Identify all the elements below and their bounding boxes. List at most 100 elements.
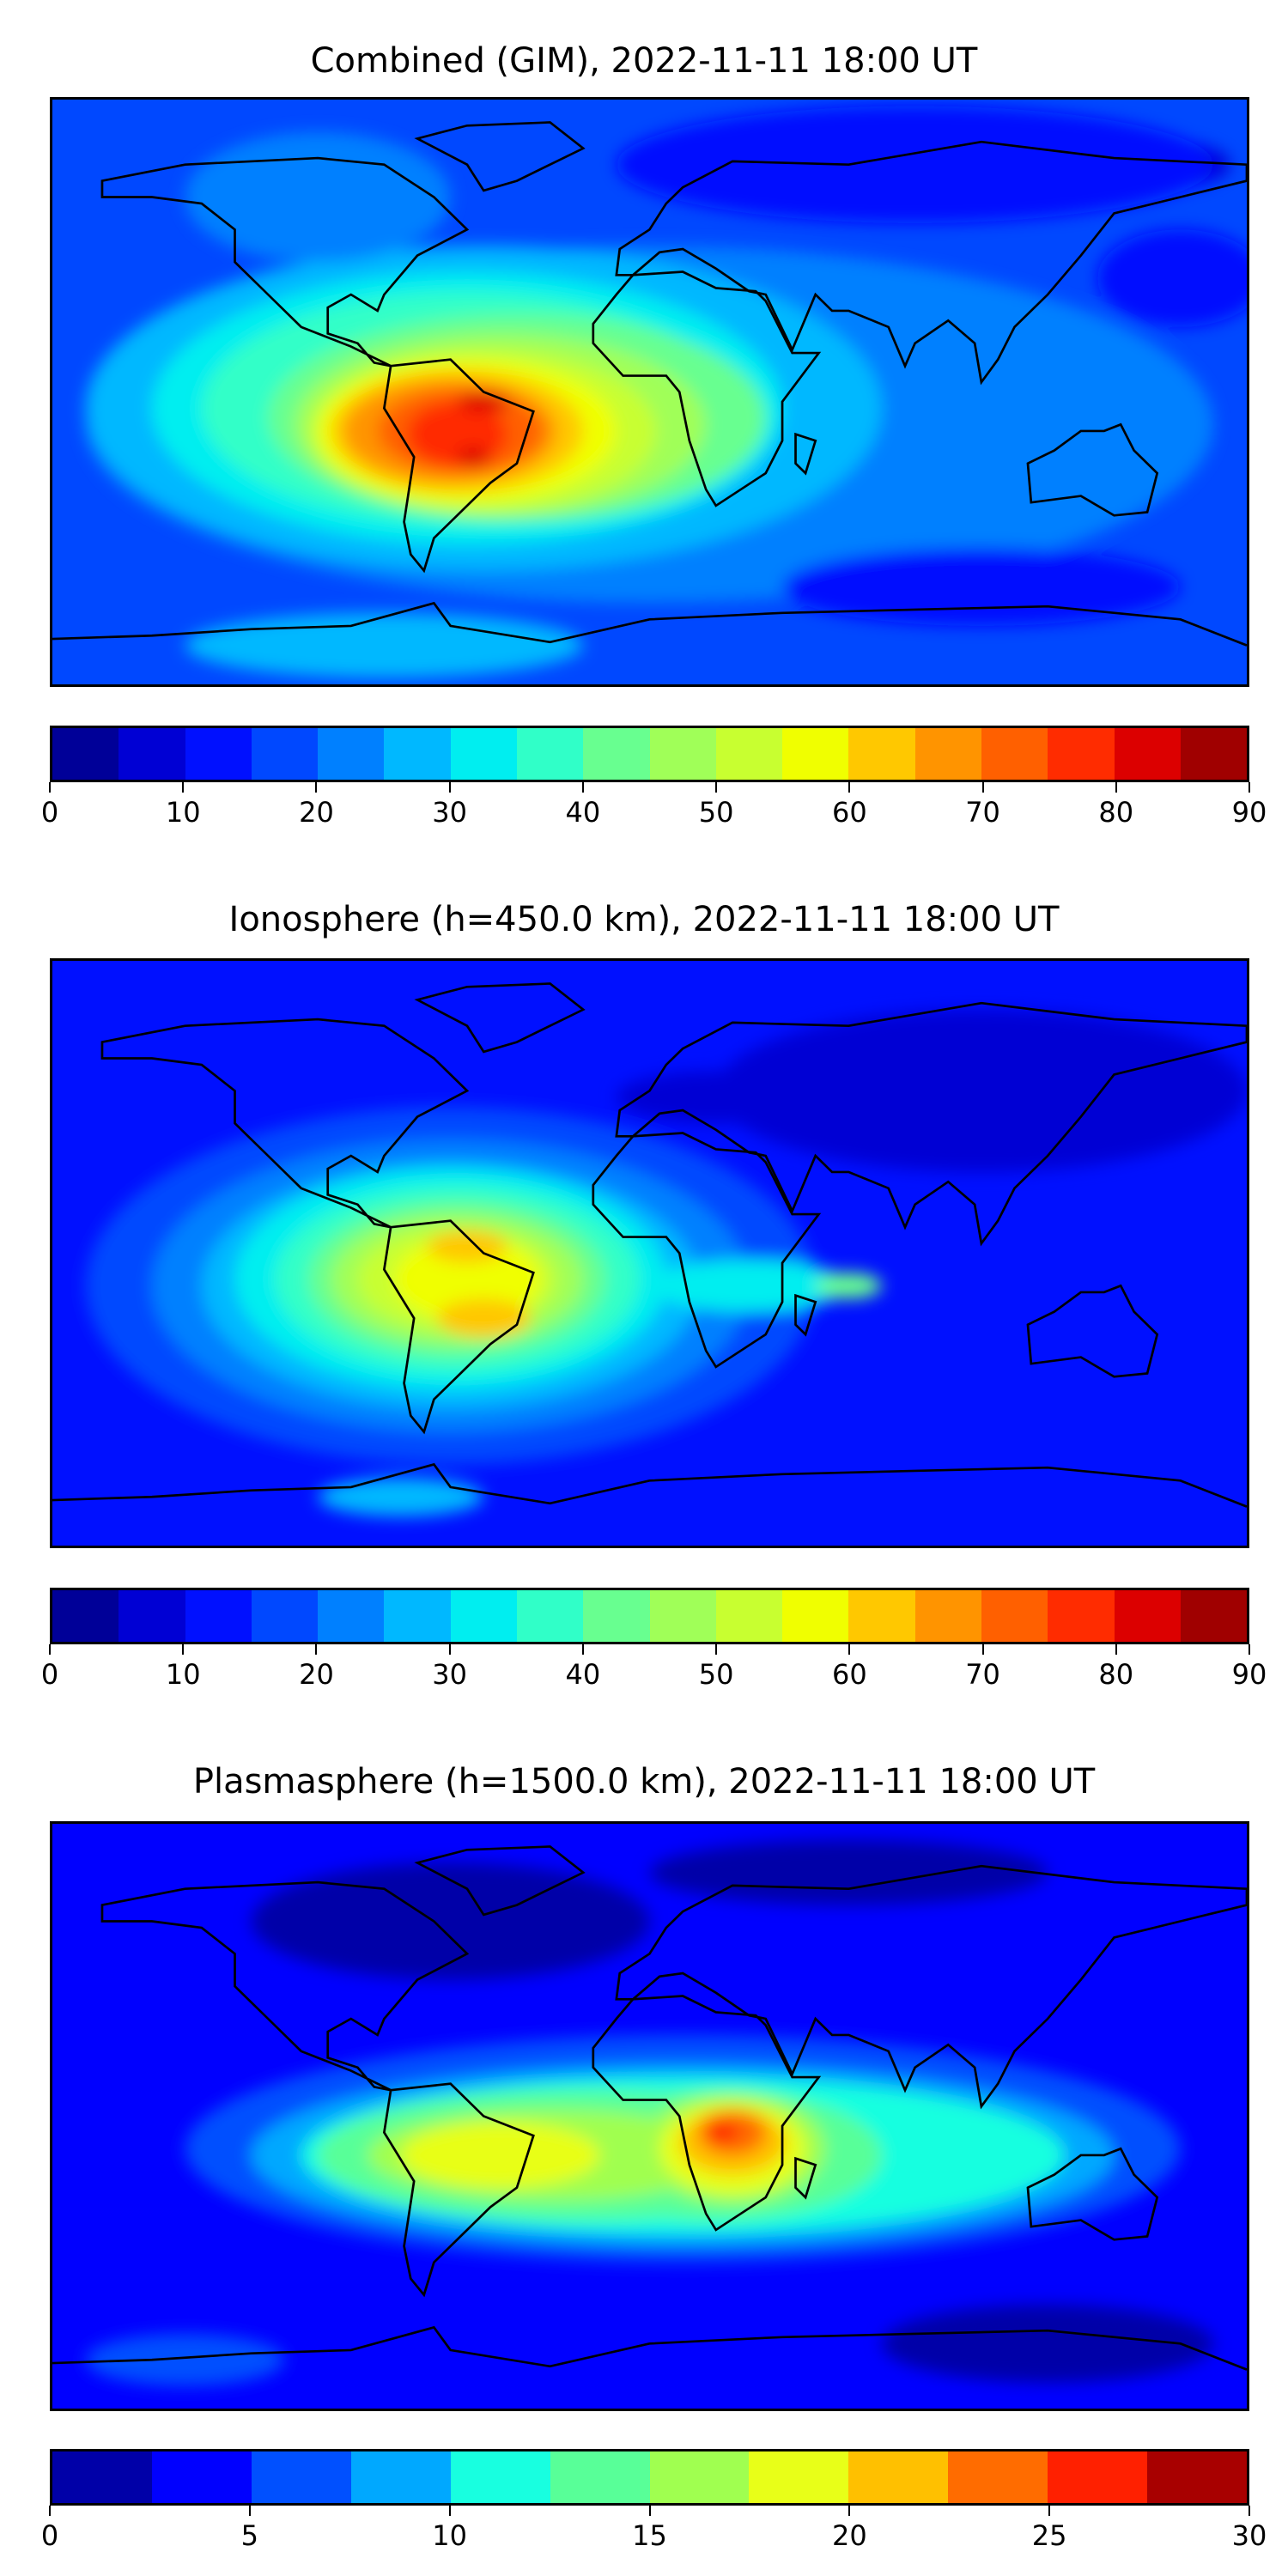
contour-level (616, 1071, 816, 1124)
colorbar-segment (251, 728, 319, 780)
tick-label: 10 (165, 1658, 201, 1691)
chart-title: Plasmasphere (h=1500.0 km), 2022-11-11 1… (192, 1762, 1096, 1801)
colorbar-segment (848, 2451, 949, 2503)
tick-label: 20 (299, 796, 334, 829)
colorbar-segment (1180, 1590, 1248, 1642)
tick-label: 50 (698, 796, 734, 829)
coastline-af (592, 1995, 822, 2232)
tick-label: 20 (831, 2519, 867, 2552)
tick-mark (448, 2506, 451, 2516)
colorbar-segment (1114, 728, 1181, 780)
coastline-af (592, 1132, 822, 1369)
tick-label: 5 (240, 2519, 259, 2552)
coastline-mg (794, 2156, 817, 2200)
colorbar-segment (649, 728, 716, 780)
contour-level (782, 548, 1181, 626)
coastline-na (100, 1880, 470, 2092)
tick-label: 90 (1231, 796, 1267, 829)
colorbar-segment (516, 728, 584, 780)
map-plasmasphere (50, 1821, 1249, 2411)
tick-label: 80 (1098, 1658, 1134, 1691)
tick-label: 0 (40, 1658, 59, 1691)
colorbar-segment (185, 728, 252, 780)
colorbar-segment (782, 1590, 849, 1642)
tick-mark (981, 1644, 984, 1655)
colorbar-segment (384, 728, 451, 780)
tick-mark (715, 782, 718, 793)
tick-label: 50 (698, 1658, 734, 1691)
tick-mark (248, 2506, 251, 2516)
coastline-sa (382, 2082, 535, 2298)
coastline-au (1026, 422, 1159, 517)
colorbar-segment (450, 2451, 550, 2503)
contour-level (881, 2304, 1214, 2383)
coastline-sa (382, 1219, 535, 1435)
colorbar-segment (1048, 728, 1115, 780)
colorbar-segment (251, 2451, 351, 2503)
coastline-antarctica (52, 601, 1247, 647)
tick-label: 0 (40, 2519, 59, 2552)
map-combined (50, 97, 1249, 687)
colorbar-ticks: 0 10 20 30 40 50 60 70 80 90 (41, 782, 1267, 842)
coastline-na (100, 156, 470, 368)
coastline-na (100, 1018, 470, 1229)
colorbar-segment (318, 728, 385, 780)
colorbar-segment (782, 728, 849, 780)
colorbar-segment (981, 728, 1048, 780)
colorbar-segment (848, 1590, 915, 1642)
tick-label: 0 (40, 796, 59, 829)
coastline-mg (794, 432, 817, 476)
tick-label: 25 (1031, 2519, 1067, 2552)
tick-mark (1048, 2506, 1051, 2516)
tick-mark (49, 1644, 51, 1655)
contour-level (393, 1236, 540, 1321)
chart-title: Ionosphere (h=450.0 km), 2022-11-11 18:0… (228, 900, 1060, 939)
contour-level (457, 392, 511, 412)
tick-mark (182, 1644, 185, 1655)
colorbar-segment (1180, 728, 1248, 780)
tick-mark (182, 782, 185, 793)
tick-label: 20 (299, 1658, 334, 1691)
tick-mark (848, 1644, 851, 1655)
contour-level (185, 131, 451, 263)
colorbar-segment (52, 1590, 119, 1642)
coastline-antarctica (52, 2325, 1247, 2371)
coastline-af (592, 270, 822, 507)
colorbar-segment (251, 1590, 319, 1642)
colorbar-segment (981, 1590, 1048, 1642)
colorbar-segment (118, 1590, 185, 1642)
tick-label: 70 (965, 796, 1000, 829)
colorbar-segment (749, 2451, 849, 2503)
map-ionosphere (50, 958, 1249, 1548)
contour-level (1097, 229, 1247, 327)
tick-mark (315, 782, 318, 793)
tick-label: 80 (1098, 796, 1134, 829)
tick-label: 60 (831, 796, 867, 829)
contour-level (251, 1862, 650, 1980)
colorbar (50, 1588, 1249, 1644)
colorbar-segment (550, 2451, 650, 2503)
tick-label: 30 (432, 1658, 468, 1691)
colorbar-segment (118, 728, 185, 780)
coastline-mg (794, 1293, 817, 1337)
colorbar-segment (52, 728, 119, 780)
chart-title: Combined (GIM), 2022-11-11 18:00 UT (310, 41, 978, 81)
contour-level (407, 401, 507, 467)
tick-label: 60 (831, 1658, 867, 1691)
coastline-au (1026, 1284, 1159, 1378)
contour-level (85, 2333, 285, 2386)
colorbar (50, 726, 1249, 782)
contour-level (649, 1839, 1048, 1905)
tick-mark (448, 1644, 451, 1655)
tick-mark (1249, 1644, 1250, 1655)
colorbar-segment (1147, 2451, 1248, 2503)
colorbar-ticks: 0 10 20 30 40 50 60 70 80 90 (41, 1644, 1267, 1704)
colorbar (50, 2449, 1249, 2506)
tick-mark (1249, 2506, 1250, 2516)
tick-mark (49, 782, 51, 793)
coastline-sa (382, 358, 535, 574)
colorbar-segment (715, 728, 783, 780)
colorbar-segment (1114, 1590, 1181, 1642)
tick-label: 90 (1231, 1658, 1267, 1691)
contour-level (649, 1260, 849, 1312)
